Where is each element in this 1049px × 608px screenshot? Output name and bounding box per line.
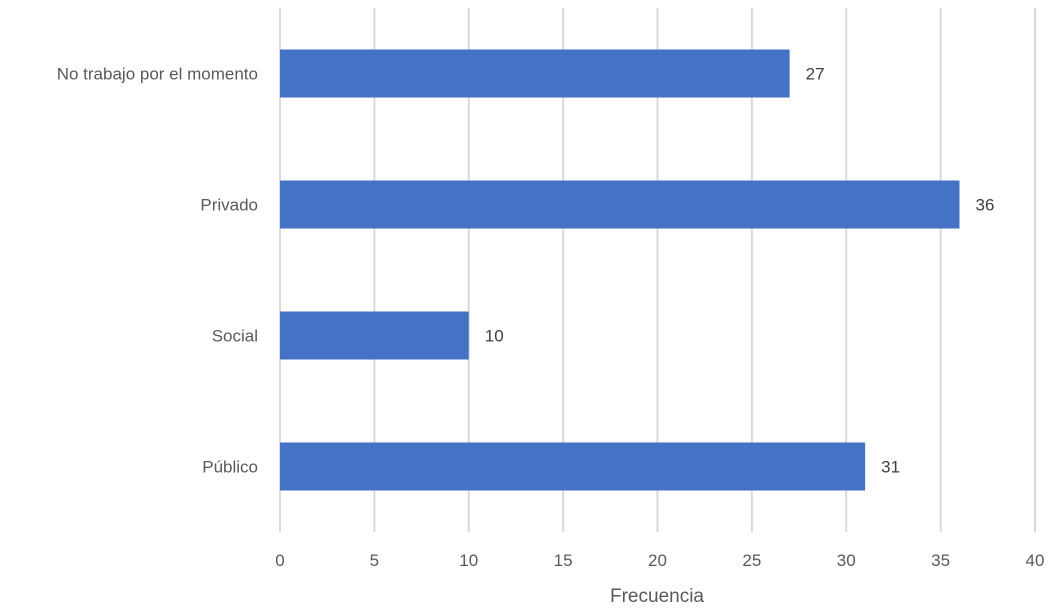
x-tick-labels: 0 5 10 15 20 25 30 35 40: [275, 551, 1044, 570]
x-tick-label: 15: [554, 551, 573, 570]
category-labels: No trabajo por el momento Privado Social Pú…: [57, 65, 258, 477]
x-tick-label: 40: [1026, 551, 1045, 570]
bars: [280, 49, 960, 491]
x-tick-label: 10: [459, 551, 478, 570]
data-labels: 27 36 10 31: [485, 65, 995, 477]
x-tick-label: 5: [370, 551, 379, 570]
data-label: 36: [976, 196, 995, 215]
bar: [280, 442, 866, 491]
x-tick-label: 0: [275, 551, 284, 570]
x-tick-label: 25: [742, 551, 761, 570]
category-label: Público: [202, 458, 258, 477]
data-label: 31: [881, 458, 900, 477]
bar: [280, 180, 960, 229]
x-tick-label: 35: [931, 551, 950, 570]
data-label: 10: [485, 327, 504, 346]
category-label: Social: [212, 327, 258, 346]
x-axis-title: Frecuencia: [610, 586, 704, 607]
bar: [280, 311, 469, 360]
category-label: Privado: [200, 196, 258, 215]
bar: [280, 49, 790, 98]
x-tick-label: 30: [837, 551, 856, 570]
data-label: 27: [806, 65, 825, 84]
x-tick-label: 20: [648, 551, 667, 570]
category-label: No trabajo por el momento: [57, 65, 258, 84]
